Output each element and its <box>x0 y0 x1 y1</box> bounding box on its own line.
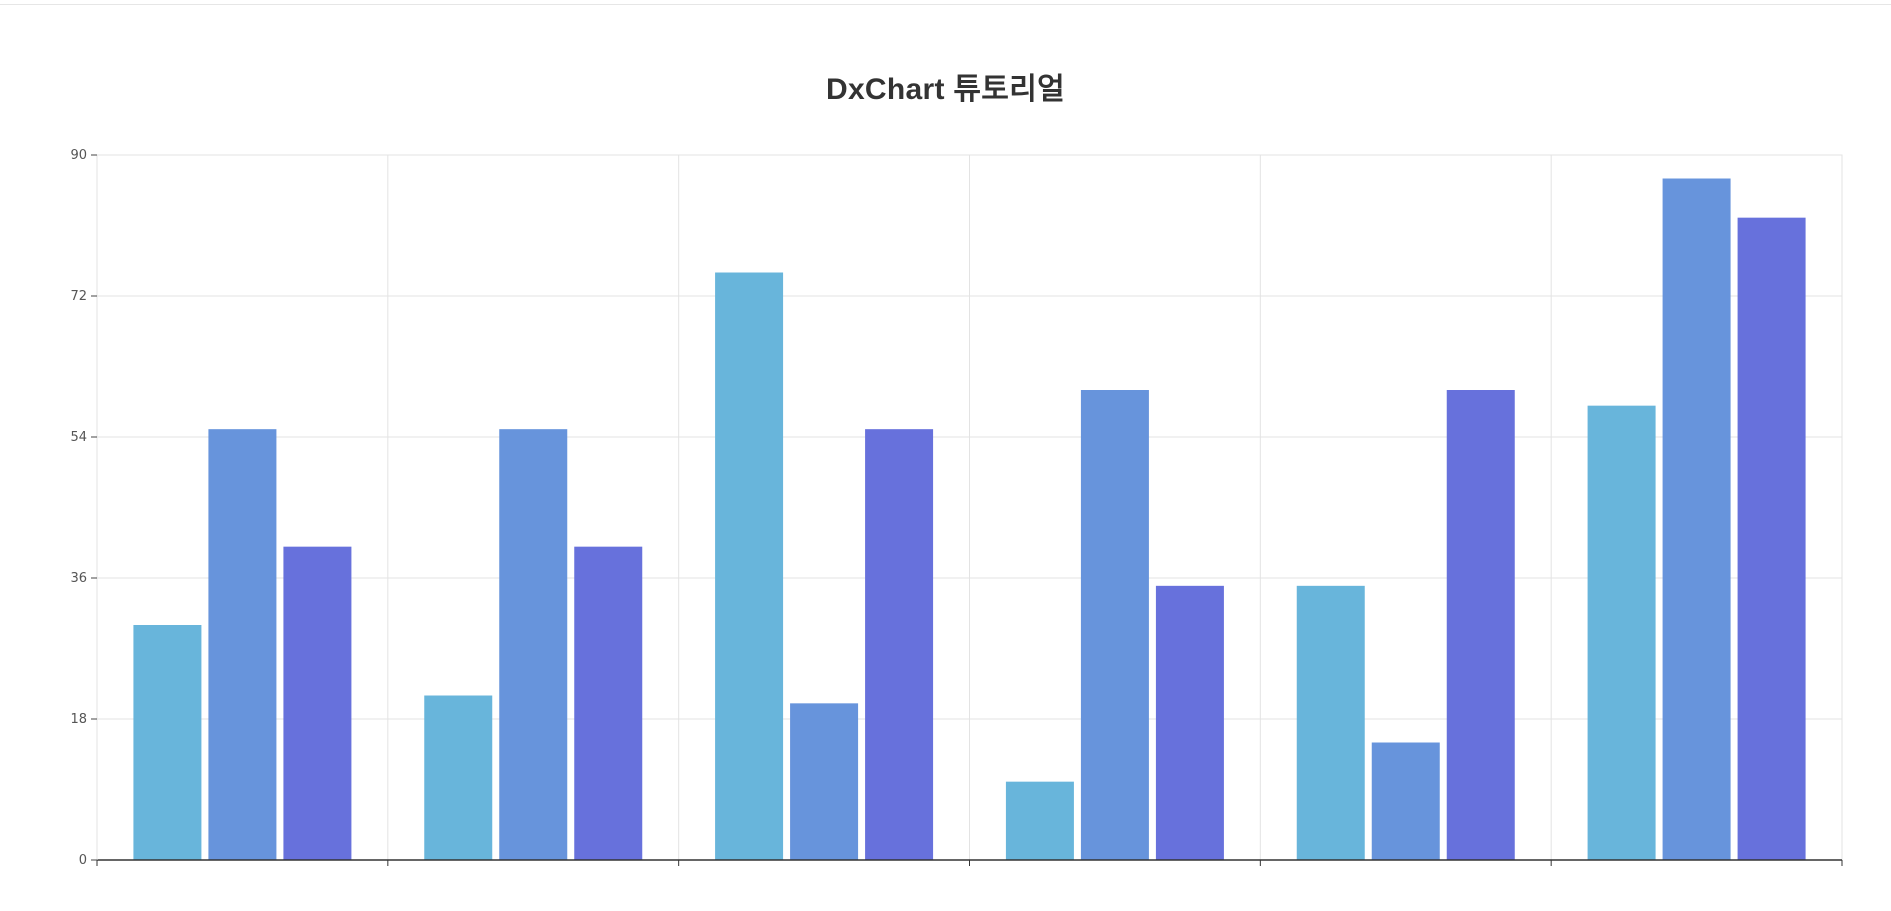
bar[interactable] <box>1296 585 1365 860</box>
bar[interactable] <box>1587 405 1656 860</box>
bar[interactable] <box>1662 178 1731 861</box>
y-tick-label: 54 <box>70 430 87 445</box>
bar[interactable] <box>1155 585 1224 860</box>
top-divider <box>0 4 1891 5</box>
bar[interactable] <box>1371 742 1440 861</box>
bar[interactable] <box>133 625 202 860</box>
bar[interactable] <box>865 429 934 860</box>
bar[interactable] <box>790 703 859 860</box>
bar[interactable] <box>208 429 277 860</box>
y-axis-ticks: 0 18 36 54 72 90 <box>70 148 97 868</box>
bar[interactable] <box>715 272 784 861</box>
y-tick-label: 18 <box>70 712 87 727</box>
bar[interactable] <box>283 546 352 860</box>
bar[interactable] <box>1446 390 1515 860</box>
y-tick-label: 36 <box>70 571 87 586</box>
bar[interactable] <box>1737 217 1806 860</box>
bar[interactable] <box>1080 390 1149 860</box>
y-tick-label: 72 <box>70 289 87 304</box>
bar-series <box>133 178 1806 861</box>
bar[interactable] <box>1005 781 1074 860</box>
bar[interactable] <box>424 695 493 861</box>
chart-title: DxChart 튜토리얼 <box>825 73 1066 106</box>
bar[interactable] <box>499 429 568 860</box>
y-tick-label: 90 <box>70 148 87 163</box>
y-tick-label: 0 <box>79 853 87 868</box>
axes <box>96 155 1843 866</box>
grid-lines <box>96 154 1843 861</box>
bar[interactable] <box>574 546 643 860</box>
